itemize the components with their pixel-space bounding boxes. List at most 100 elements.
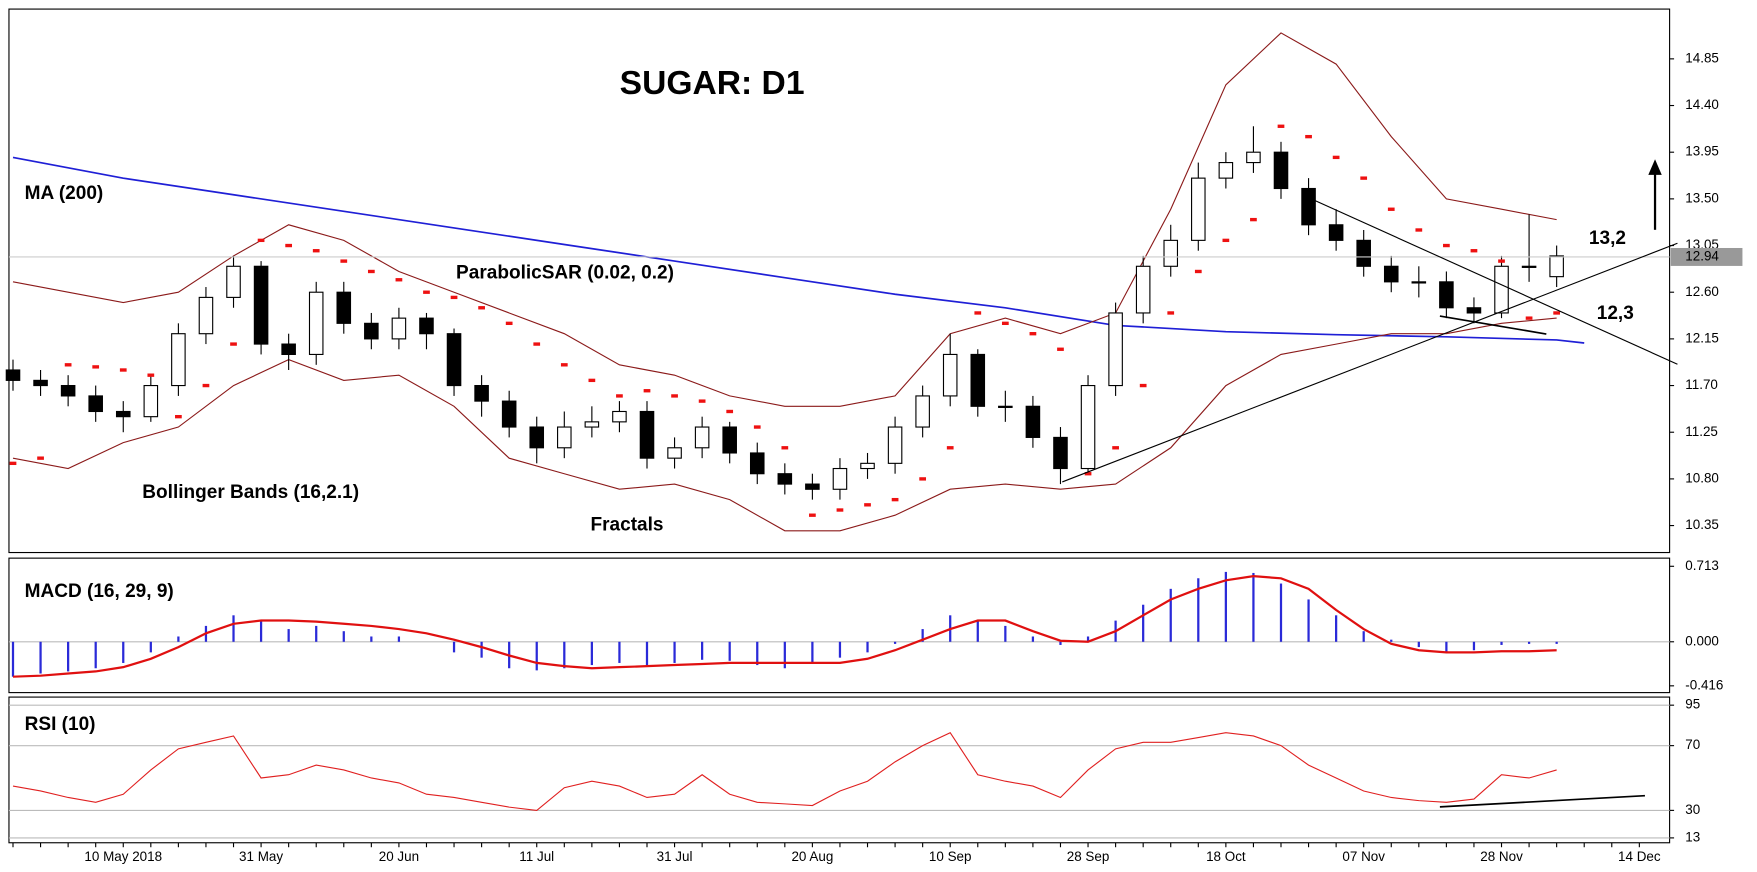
sar-dot xyxy=(1470,249,1478,253)
sar-dot xyxy=(423,290,430,294)
bollinger-band xyxy=(12,317,1557,532)
candle-body xyxy=(198,296,214,335)
sar-dot xyxy=(478,306,485,310)
sar-dot xyxy=(285,243,293,248)
sar-dot xyxy=(1167,311,1175,315)
sar-dot xyxy=(1001,321,1009,326)
histogram-bar xyxy=(838,641,842,658)
histogram-bar xyxy=(1362,631,1365,642)
candle-body xyxy=(1025,405,1041,438)
histogram-bar xyxy=(1555,641,1558,644)
sar-dot xyxy=(1360,176,1368,180)
candle-body xyxy=(612,410,627,423)
y-tick-label: 14.85 xyxy=(1685,50,1719,65)
sar-dot xyxy=(175,414,182,419)
candle-body xyxy=(336,291,352,324)
candle-body xyxy=(694,426,710,449)
sar-dot xyxy=(1139,383,1147,388)
sar-dot xyxy=(119,368,127,372)
candle-body xyxy=(391,317,407,340)
y-tick-label: 13.50 xyxy=(1685,190,1719,205)
sar-dot xyxy=(753,425,761,429)
rsi-line xyxy=(12,732,1557,811)
sar-dot xyxy=(1553,311,1561,315)
candle-body xyxy=(832,467,848,490)
sar-dot xyxy=(1498,259,1505,263)
chart-title: SUGAR: D1 xyxy=(620,65,805,102)
histogram-bar xyxy=(1279,583,1283,642)
y-tick-label: 10.80 xyxy=(1685,470,1719,485)
sar-dot xyxy=(1029,332,1037,336)
histogram-bar xyxy=(756,641,759,666)
signal-line xyxy=(12,575,1557,678)
sar-dot xyxy=(809,513,816,517)
sar-dot xyxy=(891,497,899,502)
sar-dot xyxy=(671,394,678,398)
bollinger-band xyxy=(12,32,1557,407)
rsi-trend-line xyxy=(1439,794,1645,808)
y-tick-label: 30 xyxy=(1685,802,1700,817)
candle-body xyxy=(1356,239,1371,267)
candle-body xyxy=(5,369,21,381)
y-tick-label: 11.25 xyxy=(1685,424,1718,439)
x-tick-label: 20 Aug xyxy=(791,849,833,864)
candle-body xyxy=(805,483,820,490)
trend-line xyxy=(1062,242,1678,483)
candle-body xyxy=(60,384,76,397)
sar-dot xyxy=(974,311,982,315)
candle-body xyxy=(115,410,131,418)
sar-dot xyxy=(643,389,651,393)
histogram-bar xyxy=(811,641,814,663)
candle-body xyxy=(777,473,793,485)
price-marker-label: 12.94 xyxy=(1685,248,1719,263)
histogram-bar xyxy=(1472,641,1476,651)
level-label: 12,3 xyxy=(1597,303,1634,324)
y-tick-label: 0.000 xyxy=(1685,633,1719,648)
candle-body xyxy=(446,333,462,387)
candle-body xyxy=(584,421,600,428)
histogram-bar xyxy=(1031,636,1035,642)
candle-body xyxy=(33,379,48,387)
histogram-bar xyxy=(122,641,125,663)
candle-body xyxy=(1411,281,1427,284)
y-tick-label: 95 xyxy=(1685,697,1700,712)
candle-body xyxy=(942,353,958,397)
histogram-bar xyxy=(618,641,621,663)
x-tick-label: 10 May 2018 xyxy=(84,849,162,864)
sar-dot xyxy=(588,378,596,383)
price-marker xyxy=(1670,247,1743,266)
sar-dot xyxy=(1415,228,1423,232)
sar-dot xyxy=(450,295,458,300)
plot: 10.3510.8011.2511.7012.1512.6013.0513.50… xyxy=(5,32,1743,864)
sar-dot xyxy=(230,342,237,346)
candle-body xyxy=(1135,265,1151,314)
histogram-bar xyxy=(1335,615,1338,642)
rsi-title: RSI (10) xyxy=(25,714,96,735)
candle-body xyxy=(667,447,682,459)
histogram-bar xyxy=(1197,578,1200,642)
x-tick-label: 18 Oct xyxy=(1206,849,1246,864)
bollinger-label: Bollinger Bands (16,2.1) xyxy=(142,482,359,503)
histogram-bar xyxy=(590,641,593,666)
histogram-bar xyxy=(315,625,318,642)
histogram-bar xyxy=(1417,641,1420,648)
candle-body xyxy=(1494,265,1509,314)
rsi-panel xyxy=(8,696,1671,844)
y-tick-label: 13 xyxy=(1685,829,1700,844)
candle-body xyxy=(308,291,324,356)
histogram-bar xyxy=(149,641,152,653)
sar-dot xyxy=(312,249,320,253)
histogram-bar xyxy=(39,641,42,674)
histogram-bar xyxy=(177,636,180,642)
y-tick-label: 12.15 xyxy=(1685,330,1719,345)
trend-line xyxy=(1305,195,1678,365)
candle-body xyxy=(998,405,1013,408)
sar-dot xyxy=(395,278,403,282)
candle-body xyxy=(474,384,489,402)
sar-dot xyxy=(1305,134,1312,139)
candle-body xyxy=(887,426,903,464)
sar-label: ParabolicSAR (0.02, 0.2) xyxy=(456,263,674,284)
sar-dot xyxy=(257,238,265,243)
candle-body xyxy=(143,384,159,418)
